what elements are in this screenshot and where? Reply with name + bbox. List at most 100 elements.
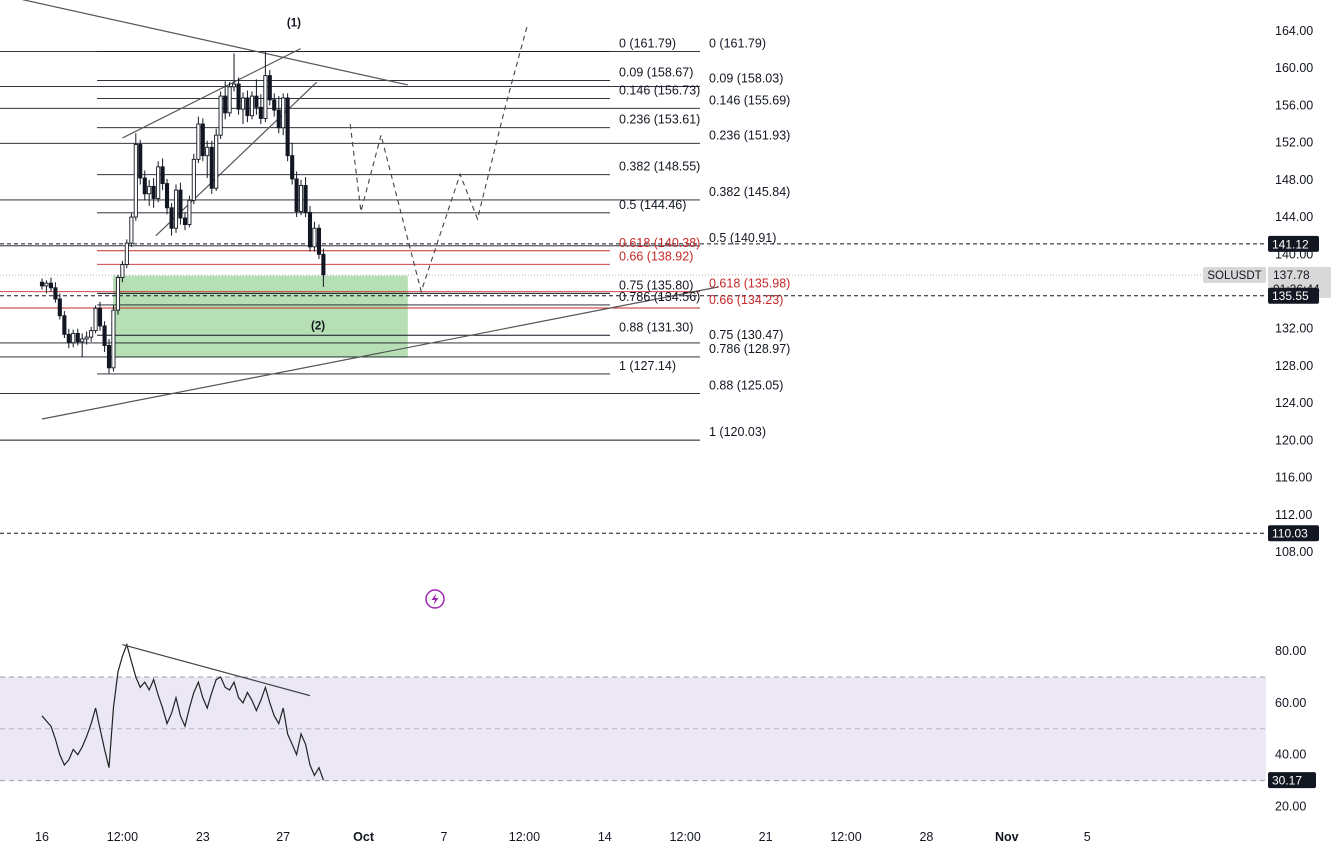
- candle: [39, 278, 45, 290]
- time-tick-label: 21: [759, 830, 773, 844]
- candle: [312, 221, 317, 252]
- rsi-tick-label: 60.00: [1275, 696, 1306, 710]
- candle-body: [39, 281, 45, 287]
- candle-body: [240, 97, 246, 110]
- candle: [321, 248, 326, 287]
- candle-body: [147, 185, 152, 195]
- candle: [316, 224, 322, 259]
- badge-bg: [1268, 525, 1319, 542]
- candle-body: [102, 325, 107, 346]
- fib-left-label: 0.618 (140.38): [619, 236, 700, 250]
- candle: [191, 153, 196, 205]
- candle-body: [245, 97, 250, 117]
- candle-body: [258, 106, 263, 119]
- candle: [218, 91, 223, 139]
- candle-body: [281, 97, 286, 129]
- candle: [169, 203, 174, 236]
- candle: [236, 77, 241, 115]
- candle: [272, 93, 277, 117]
- candle: [298, 179, 304, 216]
- candle-body: [80, 338, 85, 343]
- rsi-line: [41, 642, 324, 781]
- candle: [227, 82, 232, 117]
- fib-right-label: 0.66 (134.23): [709, 293, 783, 307]
- candle-body: [263, 75, 268, 119]
- candle: [106, 338, 112, 374]
- rsi-tick-label: 40.00: [1275, 748, 1306, 762]
- last-price-value: 137.78: [1273, 268, 1310, 282]
- candle-body: [272, 99, 277, 111]
- candle: [53, 282, 58, 303]
- fib-left-label: 0.09 (158.67): [619, 66, 693, 80]
- candle: [102, 321, 107, 353]
- fib-right-label: 0 (161.79): [709, 37, 766, 51]
- candle: [84, 331, 89, 345]
- candle-body: [321, 253, 326, 276]
- time-tick-label: 12:00: [107, 830, 138, 844]
- candle: [231, 53, 237, 92]
- price-level-badge: 135.55: [1268, 287, 1319, 304]
- badge-bg: [1268, 235, 1319, 252]
- rsi-trend-line: [122, 644, 311, 697]
- demand-zone: [113, 275, 408, 358]
- candle-body: [307, 211, 313, 248]
- candle-body: [75, 332, 80, 343]
- time-tick-label: 12:00: [830, 830, 861, 844]
- candle: [48, 277, 54, 292]
- candle-body: [209, 146, 214, 189]
- badge-value: 135.55: [1272, 289, 1309, 303]
- candle-body: [196, 123, 201, 160]
- time-tick-label: 12:00: [670, 830, 701, 844]
- time-tick-label: Nov: [995, 830, 1019, 844]
- candle: [138, 139, 143, 185]
- candle-body: [156, 166, 161, 199]
- badge-value: 110.03: [1272, 527, 1308, 541]
- fib-left-label: 0 (161.79): [619, 37, 676, 51]
- candle: [156, 161, 161, 203]
- candle-body: [89, 330, 94, 338]
- candle-body: [254, 95, 259, 108]
- candle-body: [236, 83, 241, 110]
- time-tick-label: 27: [276, 830, 290, 844]
- candle: [281, 93, 286, 136]
- price-tick-label: 124.00: [1275, 396, 1313, 410]
- candle-body: [316, 227, 322, 255]
- time-tick-label: 14: [598, 830, 612, 844]
- candle-body: [290, 155, 295, 180]
- candle: [214, 128, 219, 192]
- candle: [209, 140, 214, 194]
- candle-body: [294, 178, 299, 212]
- candle-body: [182, 217, 188, 225]
- candle: [182, 212, 188, 231]
- alert-lightning-icon[interactable]: [425, 589, 445, 609]
- candle-body: [93, 307, 98, 332]
- candle-body: [173, 189, 179, 229]
- candle-body: [138, 144, 143, 179]
- rsi-tick-label: 20.00: [1275, 799, 1306, 813]
- price-level-badge: 141.12: [1268, 235, 1319, 252]
- candle: [173, 184, 179, 233]
- candle-body: [151, 185, 156, 199]
- time-tick-label: 28: [919, 830, 933, 844]
- candle: [66, 328, 71, 349]
- candle-body: [249, 95, 255, 117]
- candle: [205, 140, 210, 178]
- price-tick-label: 148.00: [1275, 173, 1313, 187]
- candle-body: [129, 216, 134, 244]
- candle-body: [57, 298, 62, 317]
- candle-body: [169, 207, 174, 229]
- candle-body: [160, 166, 165, 185]
- price-tick-label: 120.00: [1275, 433, 1313, 447]
- trend-line-long-support: [41, 286, 719, 420]
- candle: [93, 305, 98, 334]
- candle-body: [223, 95, 228, 114]
- price-tick-label: 132.00: [1275, 322, 1313, 336]
- candle-body: [111, 309, 116, 369]
- wave-label: (2): [311, 321, 325, 333]
- price-tick-label: 156.00: [1275, 98, 1313, 112]
- candle-body: [66, 333, 71, 344]
- projection-path: [349, 26, 528, 294]
- rsi-tick-label: 80.00: [1275, 644, 1306, 658]
- candle-body: [97, 307, 103, 327]
